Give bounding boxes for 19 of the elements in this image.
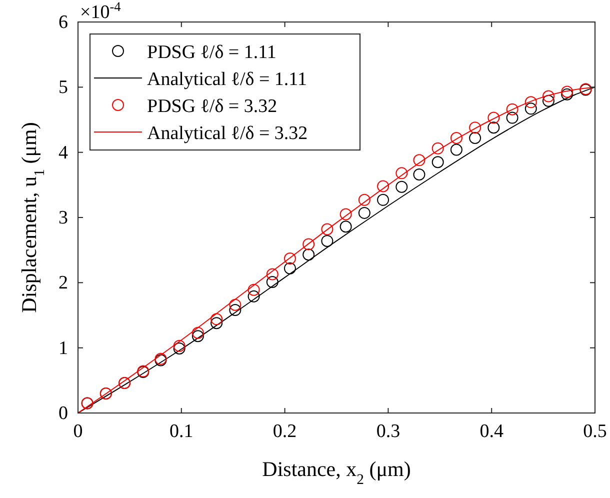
y-tick-label: 4 — [58, 142, 68, 164]
y-tick-label: 1 — [58, 338, 68, 359]
y-tick-label: 3 — [58, 208, 68, 228]
y-tick-label: 5 — [58, 77, 68, 98]
legend-label: PDSG ℓ/δ = 1.11 — [147, 42, 276, 63]
x-tick-label: 0.4 — [480, 421, 504, 442]
legend-label: PDSG ℓ/δ = 3.32 — [147, 96, 278, 117]
y-tick-label: 0 — [58, 403, 68, 424]
x-tick-label: 0 — [73, 421, 83, 442]
legend-label: Analytical ℓ/δ = 3.32 — [147, 123, 308, 144]
y-tick-label: 2 — [58, 272, 68, 294]
x-tick-label: 0.5 — [583, 421, 607, 442]
annotation: ×10$^{-4}$ — [80, 0, 122, 23]
legend-label: Analytical ℓ/δ = 1.11 — [147, 69, 307, 90]
x-axis-title: Distance, x$_{2}$ (μm) — [262, 457, 411, 488]
y-tick-label: 6 — [58, 12, 68, 33]
x-tick-label: 0.3 — [376, 421, 400, 442]
x-tick-label: 0.2 — [272, 421, 297, 442]
x-tick-label: 0.1 — [170, 421, 194, 442]
